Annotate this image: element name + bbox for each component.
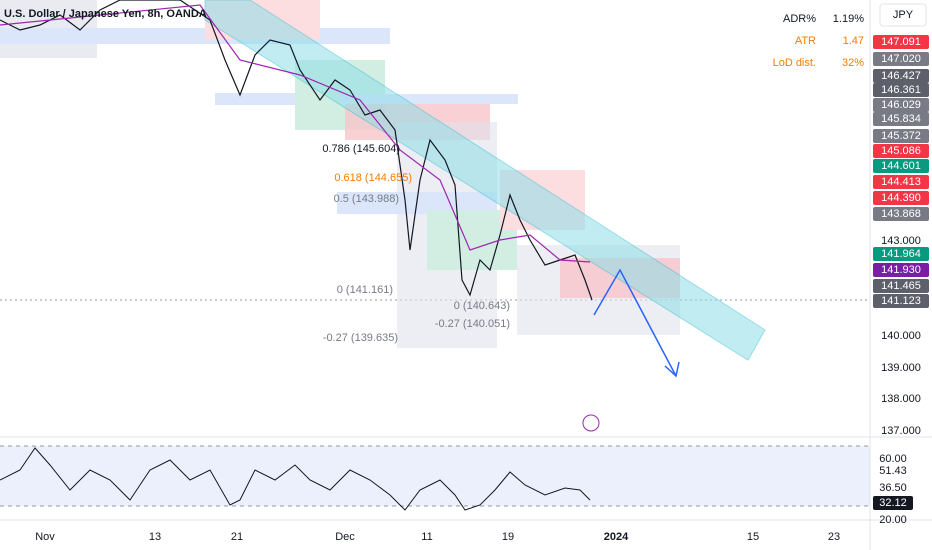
price-axis-label: 140.000	[881, 330, 921, 342]
stat-value: 32%	[842, 57, 864, 69]
time-axis-label: Nov	[35, 531, 55, 543]
price-tag	[873, 191, 929, 205]
price-line	[0, 0, 593, 301]
price-tag	[873, 52, 929, 66]
rsi-axis-label: 51.43	[879, 465, 907, 477]
price-tag	[873, 207, 929, 221]
moving-average	[0, 4, 591, 263]
stat-value: 1.19%	[833, 13, 864, 25]
price-tag	[873, 35, 929, 49]
time-axis-label: 19	[502, 531, 514, 543]
rsi-axis-label: 60.00	[879, 453, 907, 465]
price-axis-label: 139.000	[881, 362, 921, 374]
projection-arrow	[593, 268, 677, 377]
rsi-axis-label: 36.50	[879, 482, 907, 494]
price-tag	[873, 69, 929, 83]
price-tag-label: 144.601	[881, 160, 921, 172]
price-tag	[873, 279, 929, 293]
symbol-title: U.S. Dollar / Japanese Yen, 8h, OANDA	[4, 8, 207, 20]
time-axis-label: 2024	[604, 531, 629, 543]
stat-label: LoD dist.	[773, 57, 816, 69]
rsi-axis-label: 32.12	[879, 497, 907, 509]
price-tag-label: 146.361	[881, 84, 921, 96]
price-tag	[873, 83, 929, 97]
price-tag	[873, 175, 929, 189]
arrow-head	[664, 361, 680, 378]
rsi-line	[0, 447, 591, 511]
rsi-tag	[873, 496, 913, 510]
price-tag-label: 141.123	[881, 295, 921, 307]
price-tag	[873, 159, 929, 173]
time-axis-label: 21	[231, 531, 243, 543]
price-tag	[873, 247, 929, 261]
price-tag-label: 146.029	[881, 99, 921, 111]
time-axis-label: 13	[149, 531, 161, 543]
fib-label: 0.618 (144.655)	[334, 172, 412, 184]
fib-label: -0.27 (140.051)	[435, 318, 510, 330]
price-tag	[873, 144, 929, 158]
price-tag-label: 146.427	[881, 70, 921, 82]
time-axis-label: 11	[421, 531, 432, 543]
time-axis-label: 23	[828, 531, 840, 543]
zone	[0, 28, 390, 44]
price-axis-label: 138.000	[881, 393, 921, 405]
price-tag-label: 145.372	[881, 130, 921, 142]
stat-label: ATR	[795, 35, 816, 47]
time-axis-label: Dec	[335, 531, 355, 543]
fib-label: 0 (141.161)	[337, 284, 393, 296]
price-axis-label: 143.000	[881, 235, 921, 247]
price-axis-label: 137.000	[881, 425, 921, 437]
fib-label: -0.27 (139.635)	[323, 332, 398, 344]
price-tag	[873, 129, 929, 143]
price-tag-label: 145.834	[881, 113, 921, 125]
price-tag-label: 145.086	[881, 145, 921, 157]
fib-label: 0.786 (145.604)	[322, 143, 400, 155]
fib-label: 0 (140.643)	[454, 300, 510, 312]
stat-label: ADR%	[783, 13, 816, 25]
stat-value: 1.47	[843, 35, 864, 47]
event-icon[interactable]	[582, 414, 600, 432]
price-tag-label: 144.413	[881, 176, 921, 188]
price-tag	[873, 263, 929, 277]
price-tag	[873, 98, 929, 112]
price-tag-label: 141.964	[881, 248, 921, 260]
time-axis-label: 15	[747, 531, 759, 543]
price-tag-label: 143.868	[881, 208, 921, 220]
price-tag-label: 141.930	[881, 264, 921, 276]
price-tag-label: 144.390	[881, 192, 921, 204]
price-tag-label: 147.020	[881, 53, 921, 65]
price-tag	[873, 294, 929, 308]
price-tag-label: 141.465	[881, 280, 921, 292]
zone	[340, 94, 518, 104]
rsi-axis-label: 20.00	[879, 514, 907, 526]
currency[interactable]: JPY	[893, 9, 914, 21]
fib-label: 0.5 (143.988)	[334, 193, 399, 205]
rsi-band	[0, 446, 870, 506]
price-tag	[873, 112, 929, 126]
price-tag-label: 147.091	[881, 36, 921, 48]
currency-button[interactable]	[879, 3, 927, 27]
